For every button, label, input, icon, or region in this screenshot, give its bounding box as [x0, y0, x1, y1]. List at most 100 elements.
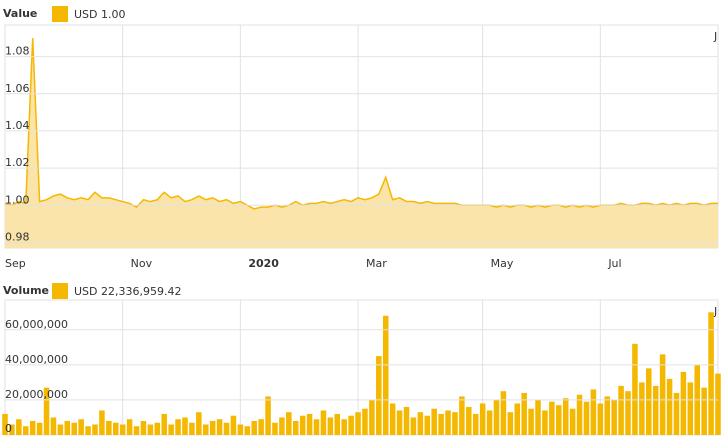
bar — [348, 415, 354, 435]
bar — [604, 396, 611, 435]
x-tick-label: Nov — [131, 257, 153, 270]
bar — [209, 420, 216, 435]
bar — [57, 424, 64, 435]
bar — [687, 382, 694, 435]
bar — [265, 396, 271, 435]
bar — [92, 424, 98, 435]
legend-label: USD 1.00 — [74, 8, 126, 21]
bar — [673, 392, 680, 435]
bar — [64, 420, 71, 435]
bar — [251, 420, 257, 435]
bar — [71, 422, 77, 435]
bar — [493, 399, 500, 435]
plot-frame — [4, 299, 719, 436]
bar — [202, 424, 209, 435]
bar — [652, 385, 659, 435]
bar — [535, 399, 541, 435]
bar — [562, 398, 569, 435]
bar — [196, 412, 202, 435]
bar — [382, 315, 389, 435]
bar — [292, 420, 299, 435]
bar — [708, 312, 714, 435]
bar — [313, 419, 320, 435]
bar — [514, 403, 521, 435]
bar — [521, 392, 527, 435]
bar — [258, 419, 264, 435]
bar — [625, 391, 631, 435]
y-tick-label: 0.98 — [5, 230, 30, 243]
bar — [85, 426, 91, 435]
bar — [659, 354, 666, 435]
x-tick-label: Sep — [5, 257, 26, 270]
bar — [666, 378, 673, 435]
line — [4, 37, 718, 210]
x-tick-label: Mar — [366, 257, 387, 270]
legend-swatch — [52, 283, 68, 299]
bar — [611, 399, 617, 435]
bar — [715, 373, 721, 435]
bar — [632, 343, 638, 435]
bar — [438, 413, 444, 435]
bar — [583, 401, 590, 435]
y-tick-label: 60,000,000 — [5, 318, 68, 331]
bar — [320, 410, 327, 435]
y-tick-label: 40,000,000 — [5, 353, 68, 366]
legend-title: Value — [3, 7, 37, 20]
bar — [362, 408, 368, 435]
bar — [126, 419, 133, 435]
annotation: J — [713, 30, 717, 43]
bar — [431, 408, 437, 435]
bar — [175, 419, 181, 435]
bar — [618, 385, 624, 435]
legend-swatch — [52, 6, 68, 22]
legend-title: Volume — [3, 284, 49, 297]
bar — [9, 424, 15, 435]
bar — [168, 424, 174, 435]
bar — [286, 412, 292, 435]
bar — [189, 422, 195, 435]
bar — [542, 410, 548, 435]
bar — [216, 419, 223, 435]
bar — [133, 426, 140, 435]
bar — [147, 424, 154, 435]
bar — [646, 368, 652, 435]
bar — [355, 412, 361, 435]
bar — [590, 389, 597, 435]
bar — [36, 422, 43, 435]
bar — [50, 417, 57, 435]
bar — [154, 422, 161, 435]
bar — [500, 391, 507, 435]
bar — [396, 410, 403, 435]
bar — [306, 413, 313, 435]
bar — [549, 401, 555, 435]
y-tick-label: 0 — [5, 422, 12, 435]
bar — [161, 413, 167, 435]
x-tick-label: 2020 — [248, 257, 279, 270]
bar — [424, 415, 431, 435]
bar — [327, 417, 334, 435]
bar — [556, 405, 562, 435]
area — [5, 38, 718, 249]
y-tick-label: 1.08 — [5, 45, 30, 58]
y-tick-label: 20,000,000 — [5, 388, 68, 401]
y-tick-label: 1.00 — [5, 193, 30, 206]
bar — [237, 424, 244, 435]
bar — [22, 426, 29, 435]
y-tick-label: 1.04 — [5, 119, 30, 132]
legend-label: USD 22,336,959.42 — [74, 285, 181, 298]
bar — [576, 394, 583, 435]
bar — [244, 426, 251, 435]
bar — [341, 419, 347, 435]
bar — [279, 417, 285, 435]
bar — [230, 415, 237, 435]
bar — [16, 419, 22, 435]
bar — [701, 387, 707, 435]
bar — [334, 413, 341, 435]
bar — [272, 422, 278, 435]
bar — [597, 403, 604, 435]
y-tick-label: 1.02 — [5, 156, 30, 169]
bar — [99, 410, 105, 435]
annotation: J — [713, 305, 717, 318]
y-tick-label: 1.06 — [5, 82, 30, 95]
